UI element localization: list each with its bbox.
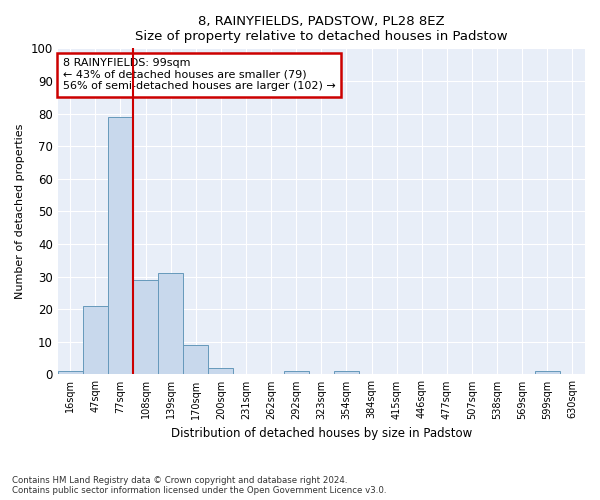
- Text: 8 RAINYFIELDS: 99sqm
← 43% of detached houses are smaller (79)
56% of semi-detac: 8 RAINYFIELDS: 99sqm ← 43% of detached h…: [63, 58, 335, 92]
- Bar: [334, 371, 359, 374]
- Bar: [58, 371, 83, 374]
- Bar: [133, 280, 158, 374]
- Bar: [208, 368, 233, 374]
- Bar: [183, 345, 208, 374]
- Y-axis label: Number of detached properties: Number of detached properties: [15, 124, 25, 299]
- Bar: [535, 371, 560, 374]
- Bar: [158, 274, 183, 374]
- Bar: [284, 371, 309, 374]
- Title: 8, RAINYFIELDS, PADSTOW, PL28 8EZ
Size of property relative to detached houses i: 8, RAINYFIELDS, PADSTOW, PL28 8EZ Size o…: [135, 15, 508, 43]
- X-axis label: Distribution of detached houses by size in Padstow: Distribution of detached houses by size …: [171, 427, 472, 440]
- Bar: [108, 117, 133, 374]
- Bar: [83, 306, 108, 374]
- Text: Contains HM Land Registry data © Crown copyright and database right 2024.
Contai: Contains HM Land Registry data © Crown c…: [12, 476, 386, 495]
